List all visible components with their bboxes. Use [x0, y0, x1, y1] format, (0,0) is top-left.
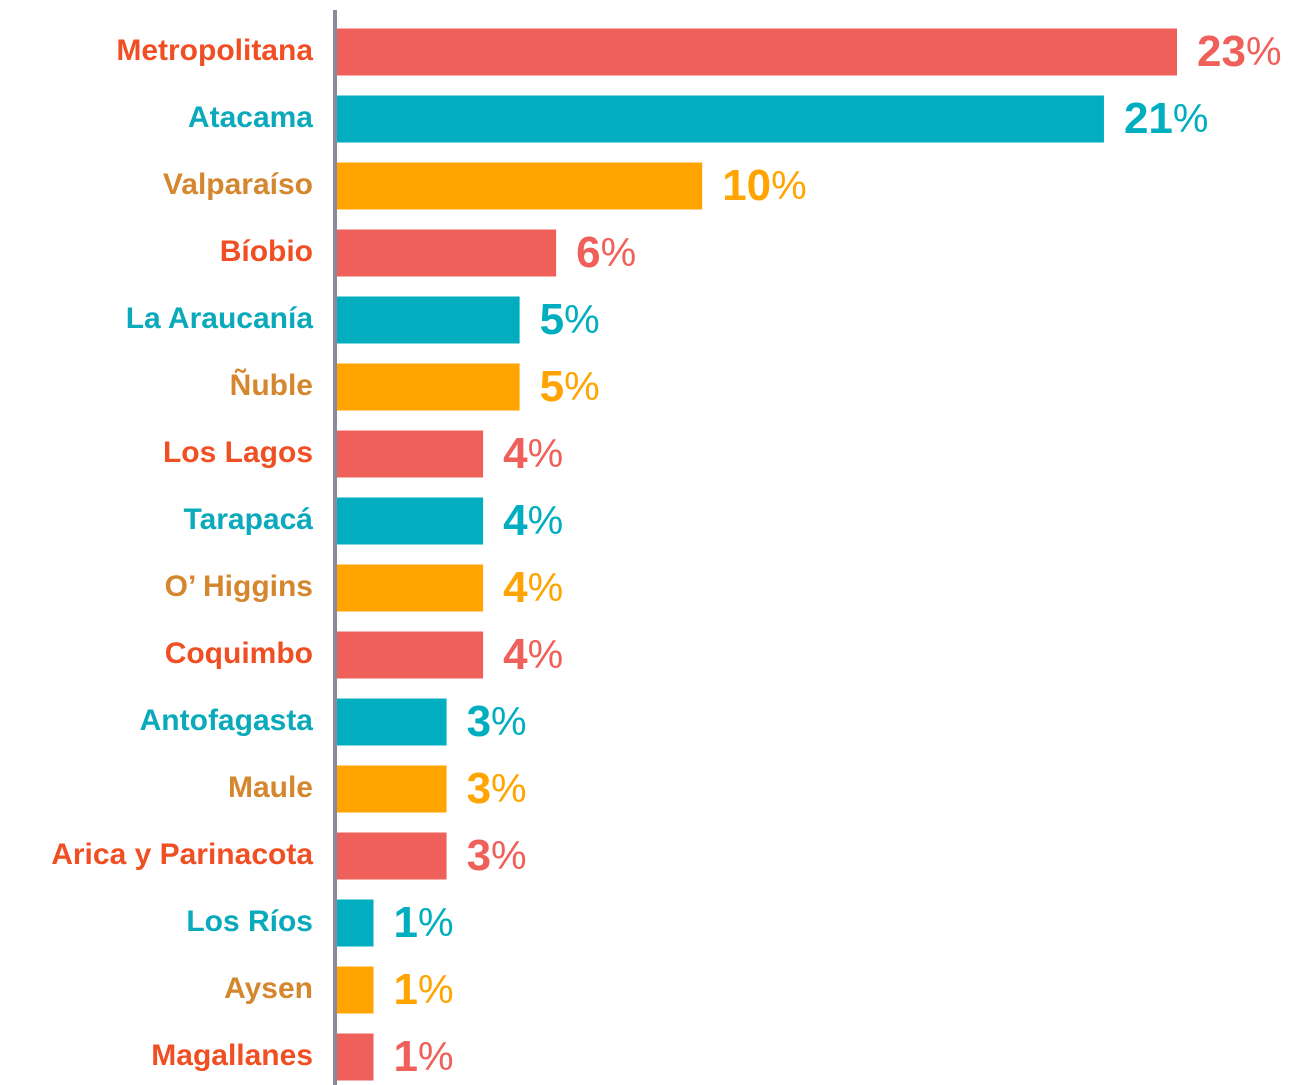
- value-number: 4: [503, 429, 528, 478]
- category-label: Tarapacá: [183, 503, 313, 536]
- category-label: Antofagasta: [140, 704, 314, 737]
- value-suffix: %: [418, 901, 454, 945]
- category-label: O’ Higgins: [165, 570, 313, 603]
- value-suffix: %: [528, 432, 564, 476]
- value-number: 6: [576, 228, 600, 277]
- value-number: 1: [394, 965, 418, 1014]
- value-number: 4: [503, 496, 528, 545]
- value-label: 4%: [503, 429, 563, 478]
- bar: [337, 95, 1104, 143]
- value-number: 5: [540, 362, 564, 411]
- value-label: 3%: [467, 764, 527, 813]
- value-number: 23: [1197, 27, 1246, 76]
- category-label: Metropolitana: [116, 34, 313, 67]
- value-label: 1%: [394, 965, 454, 1014]
- value-label: 4%: [503, 496, 563, 545]
- value-number: 10: [722, 161, 771, 210]
- category-label: Coquimbo: [165, 637, 313, 670]
- category-label: Arica y Parinacota: [51, 838, 313, 871]
- category-label: Ñuble: [230, 368, 313, 402]
- value-label: 1%: [394, 898, 454, 947]
- value-suffix: %: [528, 633, 564, 677]
- value-label: 5%: [540, 295, 600, 344]
- value-suffix: %: [528, 566, 564, 610]
- value-label: 1%: [394, 1032, 454, 1081]
- value-label: 4%: [503, 630, 563, 679]
- category-label: Los Lagos: [163, 436, 313, 469]
- category-label: Bíobio: [220, 235, 313, 268]
- value-label: 4%: [503, 563, 563, 612]
- bar: [337, 832, 447, 880]
- bar: [337, 1033, 374, 1081]
- bar: [337, 765, 447, 813]
- bar: [337, 631, 484, 679]
- value-suffix: %: [491, 700, 527, 744]
- bar: [337, 497, 484, 545]
- bar: [337, 564, 484, 612]
- value-number: 21: [1124, 94, 1173, 143]
- value-suffix: %: [771, 164, 807, 208]
- value-label: 6%: [576, 228, 636, 277]
- value-number: 1: [394, 898, 418, 947]
- value-suffix: %: [564, 298, 600, 342]
- value-number: 5: [540, 295, 564, 344]
- value-suffix: %: [491, 834, 527, 878]
- value-suffix: %: [601, 231, 637, 275]
- bar: [337, 363, 520, 411]
- bar: [337, 296, 520, 344]
- value-suffix: %: [418, 968, 454, 1012]
- value-label: 5%: [540, 362, 600, 411]
- category-label: Los Ríos: [186, 905, 313, 938]
- value-number: 3: [467, 831, 491, 880]
- bar: [337, 899, 374, 947]
- value-suffix: %: [1173, 97, 1209, 141]
- value-number: 4: [503, 630, 528, 679]
- value-suffix: %: [564, 365, 600, 409]
- value-suffix: %: [1246, 30, 1282, 74]
- value-number: 3: [467, 764, 491, 813]
- value-label: 10%: [722, 161, 807, 210]
- value-label: 3%: [467, 697, 527, 746]
- value-label: 3%: [467, 831, 527, 880]
- category-label: Maule: [228, 771, 313, 804]
- category-label: Magallanes: [151, 1039, 313, 1072]
- bar: [337, 966, 374, 1014]
- category-label: Aysen: [224, 972, 313, 1005]
- value-suffix: %: [418, 1035, 454, 1079]
- bar: [337, 28, 1177, 76]
- category-label: Atacama: [188, 101, 313, 134]
- value-number: 4: [503, 563, 528, 612]
- value-number: 1: [394, 1032, 418, 1081]
- value-label: 21%: [1124, 94, 1209, 143]
- bar: [337, 229, 557, 277]
- category-label: Valparaíso: [163, 168, 313, 201]
- category-label: La Araucanía: [126, 302, 314, 335]
- value-suffix: %: [528, 499, 564, 543]
- bar: [337, 162, 703, 210]
- bar: [337, 430, 484, 478]
- value-number: 3: [467, 697, 491, 746]
- bar: [337, 698, 447, 746]
- value-label: 23%: [1197, 27, 1282, 76]
- value-suffix: %: [491, 767, 527, 811]
